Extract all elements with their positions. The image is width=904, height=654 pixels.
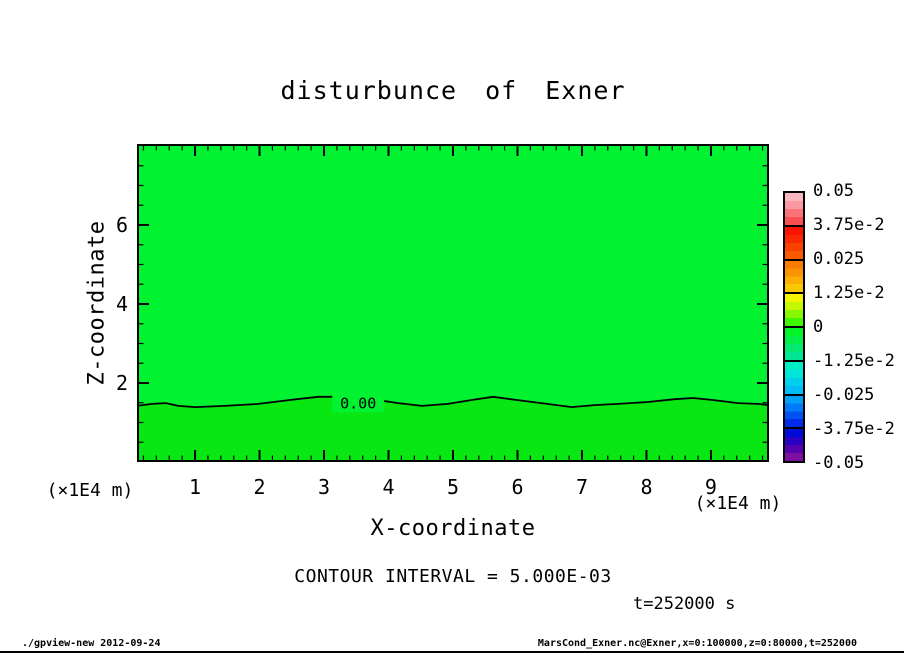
x-tick-label: 9 [704, 475, 717, 499]
colorbar-tick-label: 3.75e-2 [813, 215, 885, 235]
contour-plot: 0.00 [136, 144, 770, 462]
footer-command-text: ./gpview-new 2012-09-24 [22, 638, 161, 649]
colorbar-tick-label: -3.75e-2 [813, 419, 895, 439]
plot-frame-border [137, 144, 769, 462]
colorbar-block [785, 427, 803, 461]
time-annotation: t=252000 s [633, 594, 736, 614]
contour-interval-text: CONTOUR INTERVAL = 5.000E-03 [294, 566, 612, 587]
zero-contour-line [136, 395, 770, 409]
colorbar-tick-label: 1.25e-2 [813, 283, 885, 303]
y-tick-label: 6 [115, 212, 128, 237]
plot-area: 0.00 [136, 144, 770, 462]
x-axis-unit-right: (×1E4 m) [694, 493, 782, 514]
y-tick-label: 4 [115, 291, 128, 316]
colorbar-block [785, 326, 803, 360]
x-tick-label: 7 [575, 475, 588, 499]
x-tick-label: 2 [253, 475, 266, 499]
colorbar-tick-label: 0 [813, 317, 824, 337]
x-tick-label: 5 [446, 475, 460, 499]
colorbar-tick-label: -1.25e-2 [813, 351, 895, 371]
colorbar-block [785, 258, 803, 293]
footer-source-text: MarsCond_Exner.nc@Exner,x=0:100000,z=0:8… [537, 638, 857, 649]
x-tick-label: 1 [189, 475, 202, 499]
colorbar-tick-label: -0.05 [813, 453, 865, 473]
x-tick-label: 8 [640, 475, 653, 499]
x-axis-unit-left: (×1E4 m) [46, 480, 134, 501]
x-tick-label: 6 [511, 475, 524, 499]
colorbar-block [785, 193, 803, 225]
colorbar [783, 191, 805, 463]
x-tick-label: 3 [317, 475, 331, 499]
chart-title: disturbunce of Exner [280, 76, 626, 105]
colorbar-block [785, 359, 803, 394]
x-axis-label: X-coordinate [370, 516, 536, 541]
fill-below-zero [137, 396, 769, 462]
bottom-border-line [0, 651, 904, 653]
colorbar-tick-label: 0.025 [813, 249, 865, 269]
y-tick-label: 2 [115, 370, 128, 395]
colorbar-tick-label: 0.05 [813, 181, 854, 201]
colorbar-block [785, 292, 803, 326]
colorbar-tick-label: -0.025 [813, 385, 875, 405]
colorbar-block [785, 224, 803, 259]
contour-label-mask [332, 394, 385, 413]
colorbar-block [785, 393, 803, 428]
x-tick-label: 4 [382, 475, 395, 499]
contour-label: 0.00 [340, 395, 376, 413]
